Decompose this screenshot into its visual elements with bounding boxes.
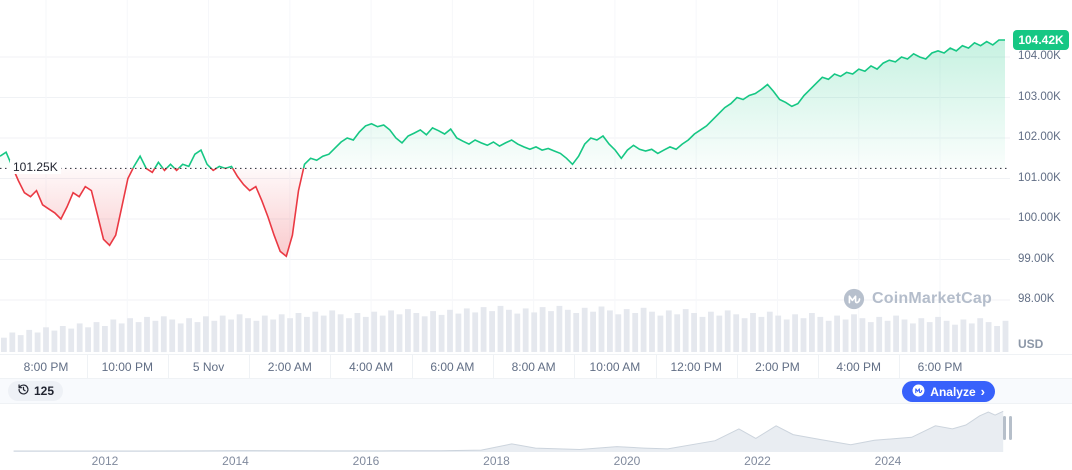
time-axis-separator <box>574 355 576 378</box>
time-axis-label: 12:00 PM <box>670 360 722 374</box>
time-axis-label: 8:00 AM <box>511 360 556 374</box>
price-axis-label: 98.00K <box>1018 293 1055 305</box>
history-icon <box>17 383 30 399</box>
currency-label: USD <box>1018 337 1044 351</box>
current-price-badge: 104.42K <box>1013 29 1069 50</box>
time-axis-label: 8:00 PM <box>23 360 69 374</box>
minimap-canvas[interactable] <box>0 404 1010 452</box>
price-axis-label: 99.00K <box>1018 252 1055 265</box>
price-axis-label: 102.00K <box>1018 131 1061 143</box>
watermark-text: CoinMarketCap <box>872 290 992 307</box>
time-axis-label: 6:00 PM <box>917 360 963 374</box>
time-axis-label: 10:00 PM <box>101 360 153 374</box>
price-axis-label: 103.00K <box>1018 90 1061 103</box>
baseline-price-label: 101.25K <box>10 160 61 175</box>
time-axis-separator <box>411 355 413 378</box>
time-axis-label: 2:00 PM <box>755 360 800 374</box>
coinmarketcap-logo-icon <box>912 384 925 400</box>
price-axis: 104.42K USD 104.00K 103.00K 102.00K 101.00K… <box>1010 0 1072 354</box>
chevron-right-icon: › <box>980 384 985 399</box>
minimap-year-label: 2020 <box>613 454 641 468</box>
time-axis-separator <box>655 355 657 378</box>
price-axis-label: 101.00K <box>1018 171 1061 184</box>
time-axis-label: 4:00 PM <box>836 360 882 374</box>
price-axis-label: 100.00K <box>1018 212 1061 224</box>
coinmarketcap-logo-icon <box>843 288 865 310</box>
minimap-year-label: 2018 <box>483 454 510 468</box>
price-axis-label: 104.00K <box>1018 50 1061 62</box>
time-axis-label: 10:00 AM <box>589 360 641 374</box>
main-chart[interactable]: 101.25K CoinMarketCap <box>0 0 1010 354</box>
minimap-year-label: 2024 <box>874 454 902 468</box>
time-axis-label: 5 Nov <box>192 360 225 374</box>
time-axis-separator <box>249 355 251 378</box>
analyze-button[interactable]: Analyze › <box>902 381 995 402</box>
time-axis-label: 6:00 AM <box>430 360 475 374</box>
time-axis-separator <box>736 355 738 378</box>
main-chart-area: 101.25K CoinMarketCap 104.42K USD 104.00… <box>0 0 1072 354</box>
history-minimap[interactable]: 2012 2014 2016 2018 2020 2022 2024 <box>0 404 1072 470</box>
minimap-year-label: 2014 <box>222 454 249 468</box>
chart-controls: 125 Analyze › <box>0 378 1072 404</box>
time-axis-separator <box>330 355 332 378</box>
time-axis-separator <box>899 355 901 378</box>
minimap-year-label: 2012 <box>91 454 119 468</box>
history-count: 125 <box>34 384 55 398</box>
time-axis-label: 4:00 AM <box>349 360 394 374</box>
price-chart-canvas[interactable] <box>0 0 1010 354</box>
time-axis-label: 2:00 AM <box>267 360 312 374</box>
time-axis-separator <box>167 355 169 378</box>
analyze-label: Analyze <box>930 384 976 399</box>
time-axis-separator <box>493 355 494 378</box>
minimap-year-label: 2016 <box>352 454 380 468</box>
time-axis-separator <box>818 355 820 378</box>
time-axis: 8:00 PM 10:00 PM 5 Nov 2:00 AM 4:00 AM 6:00 A… <box>0 354 1072 378</box>
history-count-badge[interactable]: 125 <box>8 381 64 401</box>
watermark: CoinMarketCap <box>843 288 992 310</box>
minimap-year-label: 2022 <box>744 454 771 468</box>
minimap-drag-handle[interactable] <box>1003 416 1012 440</box>
time-axis-separator <box>86 355 88 378</box>
